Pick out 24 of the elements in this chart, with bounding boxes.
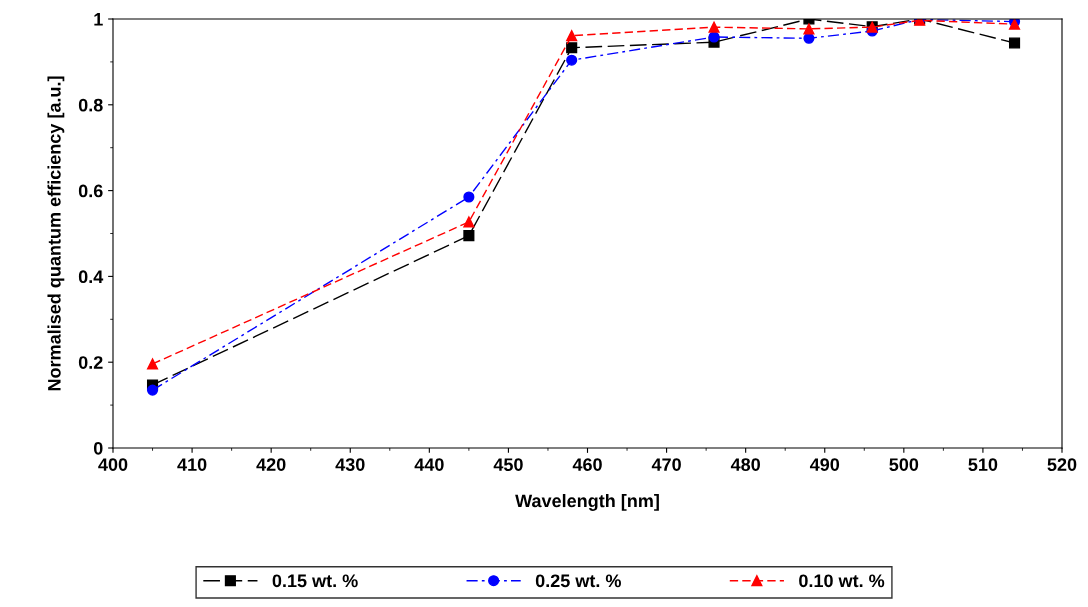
x-tick-label: 490 <box>809 458 840 471</box>
x-tick-label: 520 <box>1047 458 1077 471</box>
x-tick-label: 510 <box>968 458 998 471</box>
y-tick-label: 1 <box>94 13 103 26</box>
x-tick-label: 460 <box>572 458 602 471</box>
y-axis-title: Normalised quantum efficiency [a.u.] <box>47 76 65 391</box>
legend-label: 0.25 wt. % <box>535 574 621 588</box>
x-tick-label: 470 <box>651 458 681 471</box>
legend-label: 0.15 wt. % <box>272 574 358 588</box>
x-tick-label: 400 <box>98 458 128 471</box>
x-axis-title: Wavelength [nm] <box>515 494 659 511</box>
y-tick-label: 0 <box>93 441 103 455</box>
y-tick-label: 0.4 <box>78 270 104 284</box>
x-tick-label: 410 <box>177 458 207 471</box>
x-tick-label: 440 <box>414 458 444 471</box>
x-tick-label: 480 <box>730 458 760 471</box>
x-tick-label: 500 <box>889 458 919 471</box>
x-tick-label: 420 <box>256 458 286 471</box>
x-tick-label: 430 <box>335 458 365 472</box>
y-tick-label: 0.6 <box>78 184 103 198</box>
x-tick-label: 450 <box>493 458 523 471</box>
y-tick-label: 0.2 <box>78 356 103 369</box>
legend-label: 0.10 wt. % <box>799 574 885 588</box>
y-tick-label: 0.8 <box>78 98 103 112</box>
